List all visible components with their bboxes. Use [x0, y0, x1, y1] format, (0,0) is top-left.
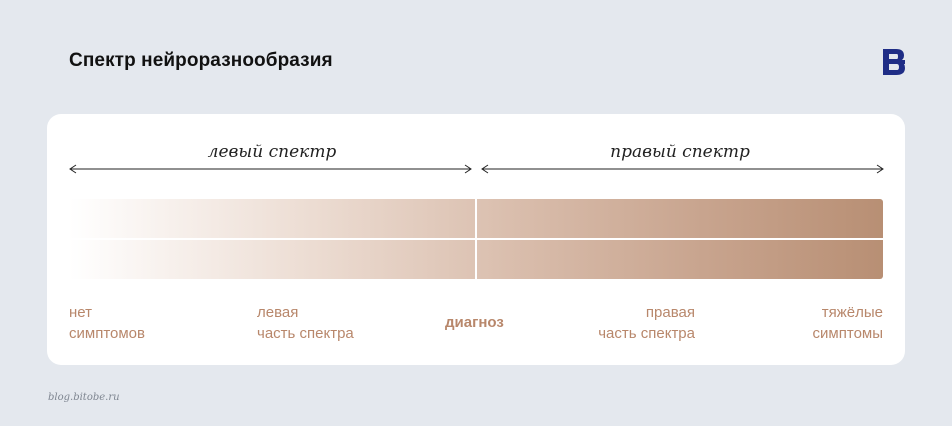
right-spectrum-double-arrow-icon — [481, 164, 884, 174]
scale-no-symptoms: нет симптомов — [69, 304, 145, 342]
right-spectrum-label: правый спектр — [610, 142, 750, 162]
left-spectrum-double-arrow-icon — [69, 164, 472, 174]
left-spectrum-label: левый спектр — [207, 142, 337, 162]
scale-severe-symptoms: тяжёлые симптомы — [812, 304, 883, 342]
scale-diagnosis: диагноз — [445, 314, 504, 331]
scale-right-part: правая часть спектра — [598, 304, 695, 342]
page-title: Спектр нейроразнообразия — [69, 50, 333, 71]
footer-source: blog.bitobe.ru — [48, 392, 120, 403]
scale-left-part: левая часть спектра — [257, 304, 354, 342]
spectrum-center-divider — [475, 199, 477, 279]
bitobe-logo-icon — [883, 49, 905, 75]
